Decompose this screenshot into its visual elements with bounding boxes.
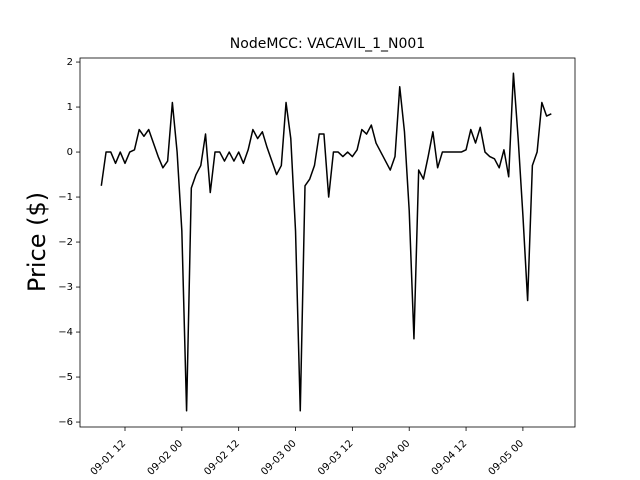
plot-frame [79,57,576,428]
y-tick-label: −3 [58,282,73,293]
x-tick-label: 09-04 00 [373,438,413,478]
y-tick-label: −1 [58,192,73,203]
y-tick-label: 0 [67,147,73,158]
x-tick-label: 09-04 12 [430,438,470,478]
y-tick-label: −6 [58,417,73,428]
y-tick-label: 1 [67,102,73,113]
y-tick-label: −5 [58,372,73,383]
y-tick-label: 2 [67,57,73,68]
x-tick-label: 09-02 12 [202,438,242,478]
x-tick-label: 09-05 00 [487,438,527,478]
price-line [100,72,552,412]
x-tick-label: 09-02 00 [146,438,186,478]
y-tick-label: −2 [58,237,73,248]
x-tick-label: 09-01 12 [89,438,129,478]
y-axis-label: Price ($) [23,192,51,292]
x-tick-label: 09-03 12 [316,438,356,478]
chart-title: NodeMCC: VACAVIL_1_N001 [230,36,425,52]
x-tick-label: 09-03 00 [259,438,299,478]
y-tick-label: −4 [58,327,73,338]
